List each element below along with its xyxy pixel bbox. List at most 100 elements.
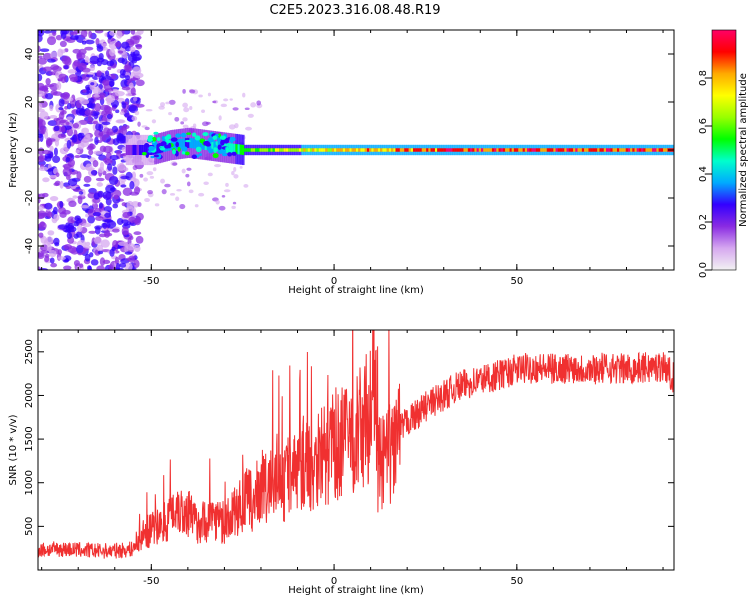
spectrogram-core-cell xyxy=(268,148,271,152)
spectrogram-core-cell xyxy=(215,141,219,152)
spectrogram-noise-cell xyxy=(102,79,110,86)
spectrogram-core-cell xyxy=(296,148,300,152)
spectrogram-core-cell xyxy=(307,148,311,152)
spectrogram-noise-cell xyxy=(89,64,96,72)
spectrogram-noise-cell xyxy=(242,92,246,98)
spectrogram-core-cell xyxy=(608,148,611,152)
spectrogram-core-cell xyxy=(472,148,475,152)
spectrogram-noise-cell xyxy=(117,50,124,54)
spectrogram-noise-cell xyxy=(121,41,130,49)
spectrogram-noise-cell xyxy=(117,241,128,247)
spectrogram-noise-cell xyxy=(60,125,66,133)
spectrogram-signal-cell xyxy=(219,135,226,140)
spectrogram-noise-cell xyxy=(38,232,44,238)
spectrogram-core-cell xyxy=(237,144,241,155)
spectrogram-panel: -50 0 50 -40 -20 0 20 40 Height of straight li… xyxy=(8,29,675,296)
snr-panel: -50 0 50 500 1000 1500 2000 2500 Height of str… xyxy=(8,329,675,596)
spectrogram-noise-cell xyxy=(66,116,73,121)
spectrogram-core-cell xyxy=(581,148,585,152)
spectrogram-core-cell xyxy=(274,148,278,152)
spectrogram-noise-cell xyxy=(103,104,111,113)
spectrogram-core-cell xyxy=(349,148,353,152)
spectrogram-noise-cell xyxy=(58,98,65,107)
spectrogram-noise-cell xyxy=(116,132,124,141)
spectrogram-noise-cell xyxy=(68,200,77,208)
spectrogram-signal-cell xyxy=(217,137,221,142)
spectrogram-signal-cell xyxy=(152,136,157,142)
spectrogram-noise-cell xyxy=(105,70,110,77)
spectrogram-core-cell xyxy=(452,148,456,152)
spectrogram-noise-cell xyxy=(139,173,144,178)
spectrogram-core-cell xyxy=(623,148,627,152)
spectrogram-noise-cell xyxy=(58,106,64,111)
spectrogram-core-cell xyxy=(147,144,151,156)
spectrogram-core-cell xyxy=(235,144,238,155)
spectrogram-noise-cell xyxy=(125,75,131,81)
spectrogram-core-cell xyxy=(590,148,594,152)
spectrogram-noise-cell xyxy=(223,189,231,193)
spectrogram-noise-cell xyxy=(90,82,95,86)
spectrogram-noise-cell xyxy=(108,175,119,185)
spectrogram-noise-cell xyxy=(39,48,50,52)
spectrogram-core-cell xyxy=(406,148,410,152)
spectrogram-core-cell xyxy=(533,148,537,152)
spectrogram-core-cell xyxy=(364,148,368,152)
spectrogram-noise-cell xyxy=(133,231,142,236)
spectrogram-noise-cell xyxy=(165,101,170,105)
spectrogram-noise-cell xyxy=(59,200,64,208)
spectrogram-signal-cell xyxy=(212,135,218,140)
spectrogram-core-cell xyxy=(619,148,622,152)
spectrogram-core-cell xyxy=(531,148,535,152)
spectrogram-noise-cell xyxy=(47,138,56,142)
spectrogram-core-cell xyxy=(211,140,214,151)
y-tick-label: 2000 xyxy=(24,383,35,408)
spectrogram-noise-cell xyxy=(86,102,96,109)
spectrogram-noise-cell xyxy=(97,250,104,255)
spectrogram-core-cell xyxy=(634,148,638,152)
spectrogram-core-cell xyxy=(309,148,313,152)
spectrogram-noise-cell xyxy=(74,215,81,222)
spectrogram-noise-cell xyxy=(76,244,84,254)
x-tick-label: 50 xyxy=(510,576,523,587)
spectrogram-noise-cell xyxy=(128,82,134,89)
spectrogram-noise-cell xyxy=(55,118,61,126)
spectrogram-noise-cell xyxy=(116,30,123,39)
spectrogram-core-cell xyxy=(498,148,502,152)
spectrogram-core-cell xyxy=(450,148,453,152)
spectrogram-noise-cell xyxy=(52,206,58,215)
spectrogram-core-cell xyxy=(491,148,495,152)
spectrogram-noise-cell xyxy=(229,98,233,101)
spectrogram-core-cell xyxy=(610,148,613,152)
spectrogram-noise-cell xyxy=(38,125,46,135)
spectrogram-noise-cell xyxy=(120,184,127,188)
spectrogram-noise-cell xyxy=(135,235,144,244)
y-tick-label: 1500 xyxy=(24,426,35,451)
spectrogram-noise-cell xyxy=(38,119,46,128)
spectrogram-noise-cell xyxy=(43,89,49,93)
spectrogram-noise-cell xyxy=(135,43,143,50)
spectrogram-signal-cell xyxy=(184,151,190,156)
spectrogram-noise-cell xyxy=(38,267,48,270)
spectrogram-core-cell xyxy=(395,148,399,152)
spectrogram-core-cell xyxy=(246,148,249,152)
spectrogram-noise-cell xyxy=(79,98,90,105)
spectrogram-noise-cell xyxy=(40,250,50,254)
spectrogram-noise-cell xyxy=(96,182,104,187)
spectrogram-noise-cell xyxy=(194,204,199,208)
spectrogram-noise-cell xyxy=(38,210,47,219)
spectrogram-core-cell xyxy=(421,148,425,152)
spectrogram-core-cell xyxy=(527,148,530,152)
spectrogram-core-cell xyxy=(555,148,559,152)
spectrogram-noise-cell xyxy=(132,96,138,102)
spectrogram-signal-cell xyxy=(148,145,155,151)
spectrogram-noise-cell xyxy=(98,202,104,209)
spectrogram-core-cell xyxy=(542,148,546,152)
spectrogram-noise-cell xyxy=(50,51,58,60)
spectrogram-noise-cell xyxy=(72,195,78,199)
spectrogram-noise-cell xyxy=(59,120,67,124)
spectrogram-noise-cell xyxy=(119,69,126,76)
spectrogram-noise-cell xyxy=(38,205,44,211)
spectrogram-noise-cell xyxy=(114,256,119,265)
spectrogram-core-cell xyxy=(500,148,504,152)
spectrogram-noise-cell xyxy=(49,174,58,179)
